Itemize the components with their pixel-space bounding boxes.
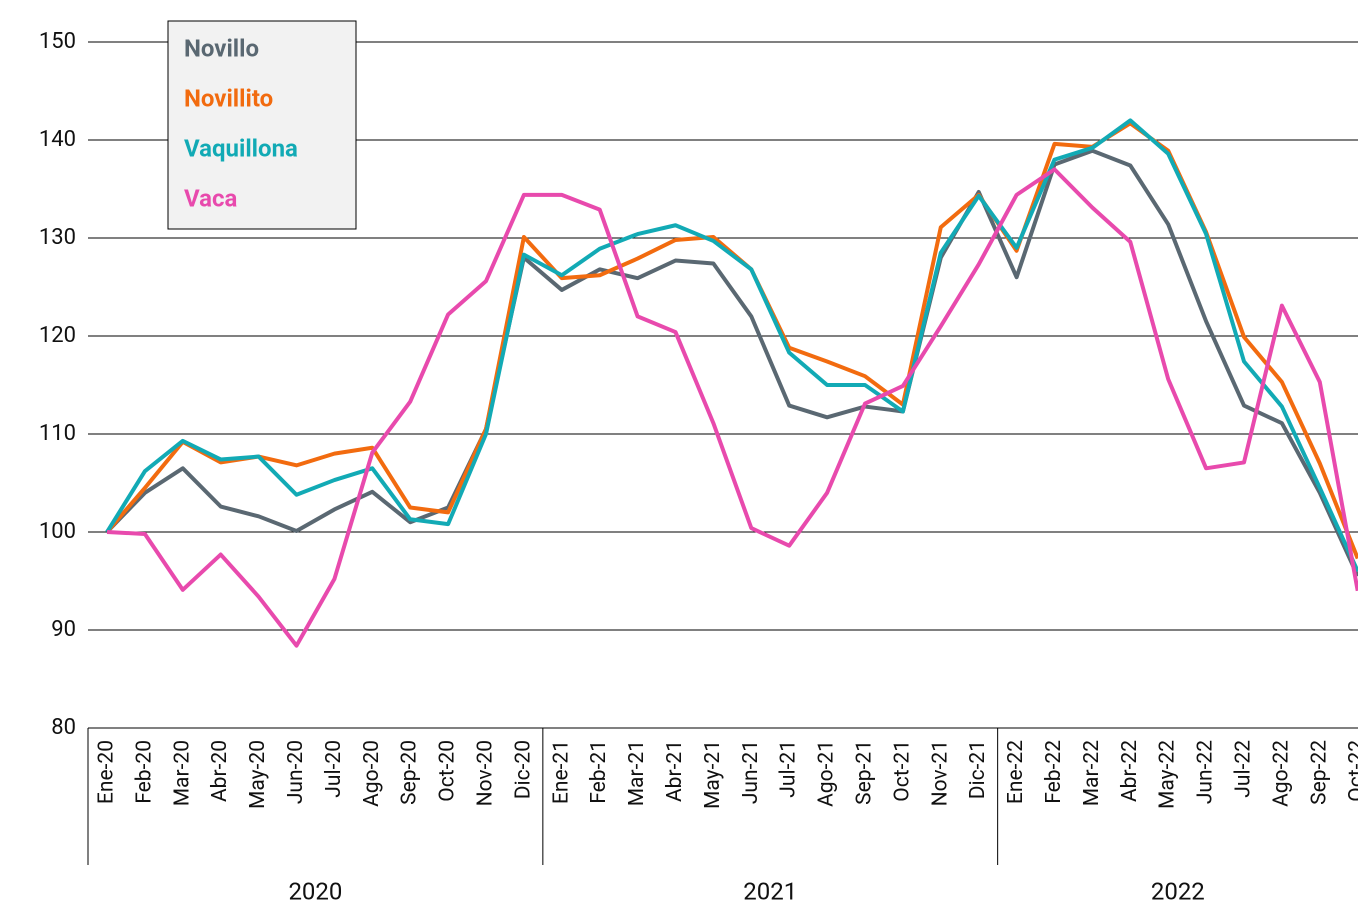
group-label: 2020: [288, 877, 342, 905]
x-tick-label: Ene-20: [95, 740, 119, 804]
x-tick-label: May-22: [1156, 740, 1180, 809]
x-tick-label: Feb-20: [132, 740, 156, 804]
x-tick-label: Mar-21: [625, 740, 649, 806]
x-tick-label: May-20: [246, 740, 270, 809]
line-series: [105, 118, 1358, 573]
group-label: 2021: [743, 877, 797, 905]
x-tick-label: Mar-22: [1080, 740, 1104, 806]
y-tick-label: 130: [39, 225, 76, 250]
x-tick-label: Jun-22: [1194, 740, 1218, 804]
y-tick-label: 140: [39, 127, 76, 152]
x-tick-label: Ago-21: [815, 740, 839, 807]
x-tick-label: Sep-20: [398, 740, 422, 805]
x-tick-label: Jul-22: [1232, 740, 1256, 798]
x-tick-label: Nov-20: [474, 740, 498, 806]
x-tick-label: Sep-22: [1307, 740, 1331, 805]
legend-entry: Novillito: [184, 84, 273, 112]
y-tick-label: 90: [51, 617, 76, 642]
legend-entry: Vaca: [184, 184, 237, 212]
x-tick-label: Feb-21: [587, 740, 611, 804]
legend-box: [167, 20, 357, 230]
x-tick-label: Ago-20: [360, 740, 384, 807]
y-tick-label: 100: [39, 519, 76, 544]
x-tick-label: Dic-20: [511, 740, 535, 799]
x-tick-label: Ene-22: [1004, 740, 1028, 804]
legend-entry: Novillo: [184, 34, 259, 62]
x-tick-label: Ago-22: [1269, 740, 1293, 807]
x-tick-label: Abr-21: [663, 740, 687, 802]
x-tick-label: Mar-20: [170, 740, 194, 806]
x-tick-label: Abr-20: [208, 740, 232, 802]
y-tick-label: 120: [39, 323, 76, 348]
y-tick-label: 150: [39, 29, 76, 54]
y-tick-label: 80: [51, 715, 76, 740]
x-tick-label: Oct-20: [436, 740, 460, 802]
x-tick-label: Oct-21: [890, 740, 914, 802]
x-tick-label: Nov-21: [928, 740, 952, 806]
line-series: [106, 167, 1358, 648]
x-tick-label: Oct-22: [1345, 740, 1358, 802]
legend-entry: Vaquillona: [184, 134, 298, 162]
x-tick-label: May-21: [701, 740, 725, 809]
x-tick-label: Jun-21: [739, 740, 763, 804]
x-tick-label: Dic-21: [966, 740, 990, 799]
x-tick-label: Jul-20: [322, 740, 346, 798]
x-tick-label: Sep-21: [853, 740, 877, 805]
group-label: 2022: [1151, 877, 1205, 905]
x-tick-label: Abr-22: [1118, 740, 1142, 802]
x-tick-label: Feb-22: [1042, 740, 1066, 804]
x-tick-label: Jul-21: [777, 740, 801, 798]
x-tick-label: Ene-21: [549, 740, 573, 804]
x-tick-label: Jun-20: [284, 740, 308, 804]
y-tick-label: 110: [39, 421, 76, 446]
line-series: [105, 148, 1358, 577]
